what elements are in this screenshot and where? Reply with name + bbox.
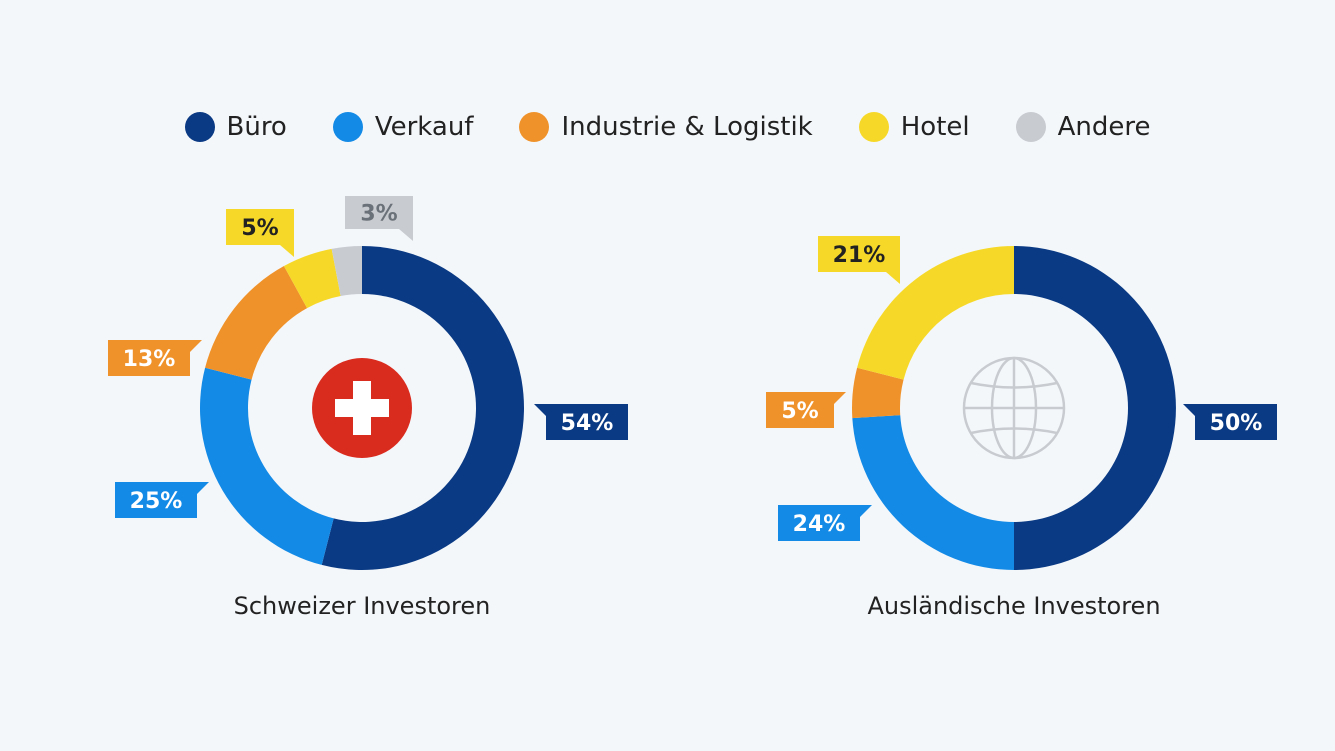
data-label-text: 3% xyxy=(360,202,397,227)
legend-item-buero: Büro xyxy=(184,112,287,142)
data-label-pointer xyxy=(190,340,202,352)
data-label-text: 21% xyxy=(833,243,886,268)
slice-hotel xyxy=(283,248,341,309)
data-label-box xyxy=(766,392,834,428)
legend-label-verkauf: Verkauf xyxy=(374,112,474,142)
legend-item-verkauf: Verkauf xyxy=(332,112,474,142)
data-label-text: 13% xyxy=(123,347,176,372)
legend-swatch-andere xyxy=(1015,112,1046,142)
legend-swatch-industrie xyxy=(519,112,550,142)
data-label: 25% xyxy=(115,482,209,518)
chart-title-auslaendisch: Ausländische Investoren xyxy=(867,592,1160,620)
data-label-box xyxy=(778,505,860,541)
data-label-pointer xyxy=(197,482,209,494)
slice-hotel xyxy=(857,246,1014,380)
legend-label-andere: Andere xyxy=(1057,112,1151,142)
data-label-pointer xyxy=(834,392,846,404)
donut-chart-schweizer: 54% 25% 13% 5% 3% xyxy=(108,196,628,570)
data-label-pointer xyxy=(534,404,546,416)
slice-verkauf xyxy=(852,415,1014,570)
data-label-box xyxy=(546,404,628,440)
chart-title-schweizer: Schweizer Investoren xyxy=(234,592,491,620)
data-label-pointer xyxy=(886,272,900,284)
slice-verkauf xyxy=(199,367,334,565)
slice-büro xyxy=(321,246,525,570)
data-label-text: 24% xyxy=(793,512,846,537)
data-label-box xyxy=(345,196,413,229)
data-label-text: 54% xyxy=(561,411,614,436)
globe-icon xyxy=(962,356,1066,460)
legend-item-andere: Andere xyxy=(1015,112,1151,142)
data-label-text: 5% xyxy=(241,216,278,241)
data-label-box xyxy=(818,236,900,272)
legend-label-hotel: Hotel xyxy=(900,112,970,142)
data-label-box xyxy=(115,482,197,518)
slice-büro xyxy=(1014,246,1176,570)
legend: Büro Verkauf Industrie & Logistik Hotel … xyxy=(0,112,1335,142)
data-label: 24% xyxy=(778,505,872,541)
slice-andere xyxy=(331,246,362,297)
data-label-text: 50% xyxy=(1210,411,1263,436)
legend-item-hotel: Hotel xyxy=(858,112,970,142)
data-label: 13% xyxy=(108,340,202,376)
legend-swatch-buero xyxy=(184,112,215,142)
data-label-box xyxy=(1195,404,1277,440)
legend-label-industrie: Industrie & Logistik xyxy=(561,112,813,142)
data-label: 3% xyxy=(345,196,413,241)
data-label-pointer xyxy=(399,229,413,241)
data-label-box xyxy=(108,340,190,376)
data-label: 5% xyxy=(766,392,846,428)
data-label: 54% xyxy=(534,404,628,440)
swiss-flag-icon xyxy=(312,358,412,458)
data-label-box xyxy=(226,209,294,245)
legend-swatch-hotel xyxy=(858,112,889,142)
slice-industrie-logistik xyxy=(205,266,308,380)
legend-label-buero: Büro xyxy=(226,112,287,142)
data-label-text: 5% xyxy=(781,399,818,424)
legend-swatch-verkauf xyxy=(332,112,363,142)
slice-industrie-logistik xyxy=(851,367,904,419)
data-label: 21% xyxy=(818,236,900,284)
data-label-text: 25% xyxy=(130,489,183,514)
donut-chart-auslaendisch: 50% 24% 5% 21% xyxy=(766,236,1277,570)
legend-item-industrie: Industrie & Logistik xyxy=(519,112,813,142)
data-label-pointer xyxy=(860,505,872,517)
data-label: 5% xyxy=(226,209,294,257)
data-label: 50% xyxy=(1183,404,1277,440)
data-label-pointer xyxy=(280,245,294,257)
data-label-pointer xyxy=(1183,404,1195,416)
